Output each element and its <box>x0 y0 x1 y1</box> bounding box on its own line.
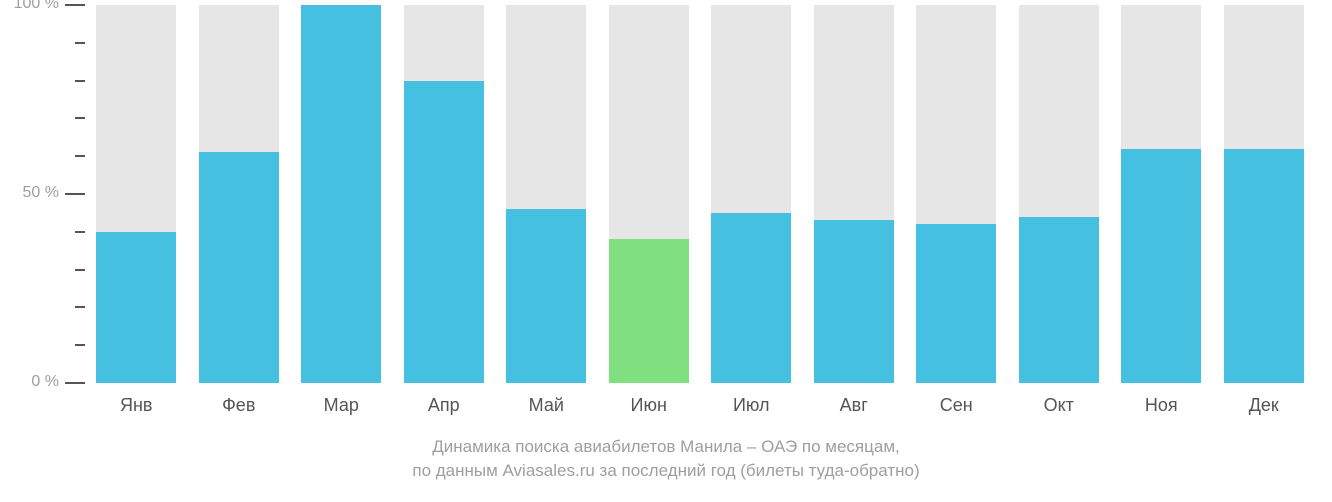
month-label: Мар <box>324 395 359 416</box>
month-label: Ноя <box>1145 395 1178 416</box>
month-label: Янв <box>120 395 153 416</box>
y-minor-tick <box>75 42 85 44</box>
bar <box>814 220 894 383</box>
y-minor-tick <box>75 269 85 271</box>
bar <box>506 209 586 383</box>
month-label: Июн <box>631 395 667 416</box>
bar <box>301 5 381 383</box>
bar <box>96 232 176 383</box>
month-label: Июл <box>733 395 770 416</box>
y-axis-label: 50 % <box>23 184 59 202</box>
month-label: Сен <box>940 395 973 416</box>
bar <box>916 224 996 383</box>
plot-area <box>85 5 1315 383</box>
y-minor-tick <box>75 117 85 119</box>
month-label: Фев <box>222 395 255 416</box>
y-minor-tick <box>75 155 85 157</box>
y-minor-tick <box>75 80 85 82</box>
y-axis-label: 100 % <box>14 0 59 13</box>
bar <box>1019 217 1099 383</box>
month-label: Апр <box>428 395 460 416</box>
y-major-tick <box>65 382 85 384</box>
chart-caption: Динамика поиска авиабилетов Манила – ОАЭ… <box>0 435 1332 483</box>
bar <box>199 152 279 383</box>
month-label: Дек <box>1249 395 1279 416</box>
caption-line-1: Динамика поиска авиабилетов Манила – ОАЭ… <box>432 437 900 456</box>
bar <box>1121 149 1201 383</box>
bar <box>711 213 791 383</box>
month-label: Май <box>529 395 564 416</box>
caption-line-2: по данным Aviasales.ru за последний год … <box>412 461 919 480</box>
month-label: Окт <box>1044 395 1074 416</box>
y-major-tick <box>65 4 85 6</box>
bar <box>404 81 484 383</box>
bar <box>1224 149 1304 383</box>
y-axis-label: 0 % <box>31 373 59 391</box>
y-minor-tick <box>75 306 85 308</box>
y-minor-tick <box>75 344 85 346</box>
chart-container: 0 % 50 % 100 % Янв Фев Мар Апр Май Июн Июл Авг Сен… <box>0 0 1332 502</box>
y-major-tick <box>65 193 85 195</box>
month-label: Авг <box>840 395 868 416</box>
y-minor-tick <box>75 231 85 233</box>
bar <box>609 239 689 383</box>
